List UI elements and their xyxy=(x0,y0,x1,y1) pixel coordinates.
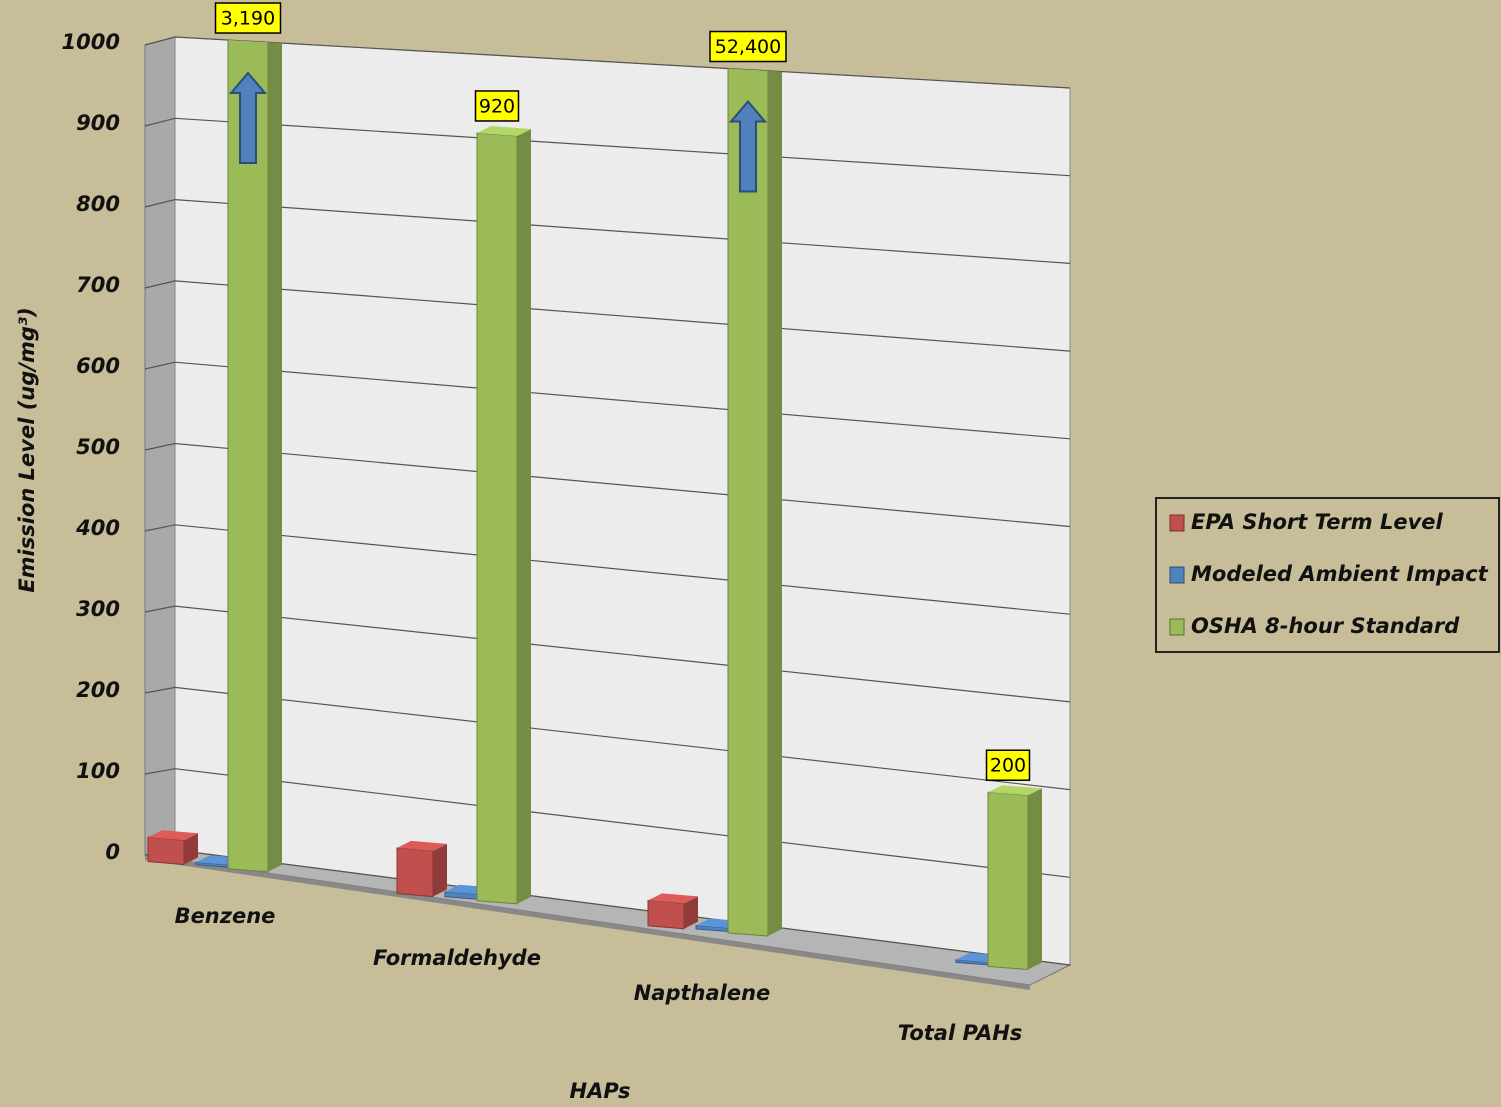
bar-top xyxy=(988,785,1042,796)
y-axis-title: Emission Level (ug/mg³) xyxy=(15,307,39,592)
legend-label: OSHA 8-hour Standard xyxy=(1191,614,1460,638)
bar-side xyxy=(433,843,447,897)
bars xyxy=(147,37,1042,971)
value-label-box xyxy=(709,30,787,63)
labels: 0 100 200 300 400 500 600 700 800 900 1000 Benzene 3… xyxy=(62,2,1031,1045)
floor-edge xyxy=(145,855,1030,990)
bar-side xyxy=(1028,788,1042,970)
bar xyxy=(647,893,698,930)
y-tick-label: 900 xyxy=(76,111,120,135)
bar-front xyxy=(476,132,518,905)
bar-side xyxy=(768,37,782,937)
overflow-arrow xyxy=(228,71,268,165)
y-tick-label: 700 xyxy=(76,273,120,297)
bar xyxy=(396,840,447,898)
value-label: 3,190 xyxy=(221,8,275,30)
y-tick-label: 800 xyxy=(76,192,120,216)
bar-front xyxy=(647,899,685,930)
bar-front xyxy=(147,836,185,866)
y-tick-label: 500 xyxy=(76,435,120,459)
legend-swatch xyxy=(1169,618,1185,636)
y-tick-label: 400 xyxy=(75,516,120,540)
bar-side xyxy=(517,128,531,904)
bar-front xyxy=(396,847,434,898)
y-tick-label: 1000 xyxy=(62,30,120,54)
bar xyxy=(727,37,782,937)
bar-top xyxy=(148,830,198,841)
bar-top xyxy=(477,125,531,136)
value-label-box xyxy=(985,749,1031,781)
grid-line xyxy=(144,36,1071,89)
legend-swatch xyxy=(1169,566,1185,584)
value-label: 920 xyxy=(479,95,515,117)
x-tick-label: Napthalene xyxy=(634,981,771,1005)
x-tick-label: Formaldehyde xyxy=(373,946,541,970)
value-label: 52,400 xyxy=(715,36,781,58)
bar-front xyxy=(987,791,1029,971)
overflow-arrow xyxy=(728,99,768,193)
bar-side xyxy=(184,833,198,865)
x-axis-title: HAPs xyxy=(570,1079,631,1103)
bar-side xyxy=(268,37,282,872)
side-wall xyxy=(144,36,176,856)
x-tick-label: Benzene xyxy=(175,904,276,928)
y-tick-label: 100 xyxy=(76,759,120,783)
legend-label: EPA Short Term Level xyxy=(1191,510,1444,534)
y-tick-label: 300 xyxy=(76,597,120,621)
bar-top xyxy=(648,893,698,904)
legend-swatch xyxy=(1169,514,1185,532)
y-tick-label: 200 xyxy=(76,678,120,702)
value-label: 200 xyxy=(990,755,1026,777)
bar xyxy=(987,785,1042,971)
x-tick-label: Total PAHs xyxy=(898,1021,1023,1045)
value-label-box xyxy=(214,2,282,34)
y-tick-label: 0 xyxy=(105,840,120,864)
bar-side xyxy=(684,896,698,929)
back-wall xyxy=(174,36,1071,966)
bar-top xyxy=(397,840,447,851)
y-tick-label: 600 xyxy=(76,354,120,378)
bar xyxy=(476,125,531,905)
bar xyxy=(227,37,282,873)
plot-frame xyxy=(144,36,1072,990)
value-label-box xyxy=(474,90,520,122)
legend-label: Modeled Ambient Impact xyxy=(1191,562,1489,586)
bar xyxy=(147,830,198,866)
legend-box xyxy=(1155,497,1500,653)
